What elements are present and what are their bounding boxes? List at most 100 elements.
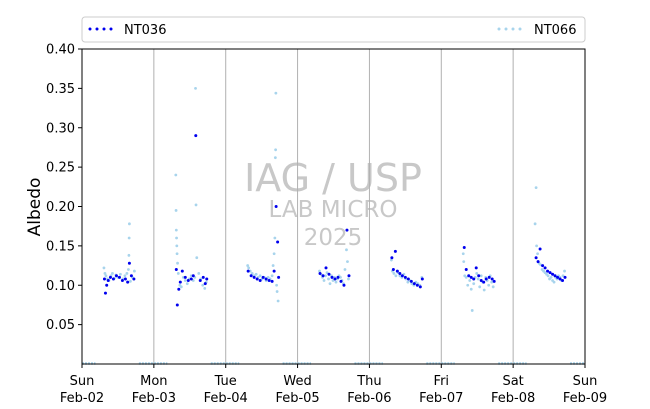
data-point	[406, 280, 410, 284]
data-point	[119, 272, 122, 276]
data-point	[556, 275, 560, 279]
data-point	[406, 277, 410, 281]
data-point	[273, 156, 277, 160]
data-point	[195, 256, 199, 260]
data-point	[277, 275, 281, 279]
data-point	[345, 248, 348, 252]
data-point	[333, 277, 337, 281]
data-point	[106, 279, 110, 283]
x-tick-label: Mon	[140, 374, 167, 389]
data-point	[462, 260, 466, 264]
data-point	[487, 275, 491, 279]
data-point	[484, 277, 488, 281]
y-tick-label: 0.15	[46, 239, 75, 254]
data-point	[102, 277, 106, 281]
x-tick-label: Sat	[502, 374, 523, 389]
data-point	[538, 247, 542, 251]
data-point	[249, 274, 253, 278]
data-point	[548, 271, 552, 275]
data-point	[472, 277, 476, 281]
data-point	[472, 282, 476, 286]
data-point	[403, 275, 407, 279]
data-point	[175, 303, 179, 307]
legend-marker-nt036	[88, 27, 113, 31]
data-point	[252, 275, 256, 279]
y-tick-label: 0.25	[46, 161, 75, 176]
data-point	[258, 274, 262, 278]
data-point	[270, 279, 274, 283]
data-point	[477, 274, 481, 278]
data-point	[104, 274, 108, 278]
x-axis: Sun Feb-02 Mon Feb-03 Tue Feb-04 Wed Feb-05 Thu F…	[60, 364, 607, 406]
x-tick-label: Feb-08	[491, 391, 535, 406]
data-point	[198, 279, 202, 283]
data-point	[552, 280, 556, 284]
data-point	[267, 279, 271, 283]
x-tick-label: Wed	[283, 374, 311, 389]
data-point	[398, 271, 402, 275]
y-axis-title: Albedo	[25, 178, 45, 237]
data-point	[336, 275, 340, 279]
data-point	[558, 277, 562, 281]
data-point	[261, 275, 265, 279]
data-point	[343, 268, 347, 271]
data-point	[123, 274, 127, 278]
data-point	[464, 268, 468, 271]
data-point	[194, 86, 197, 90]
x-tick-label: Sun	[70, 374, 95, 389]
y-tick-label: 0.05	[46, 318, 75, 333]
data-point	[318, 269, 321, 273]
data-point	[330, 275, 334, 279]
x-tick-label: Thu	[356, 374, 381, 389]
data-point	[322, 279, 326, 282]
data-point	[255, 277, 259, 281]
data-point	[395, 269, 399, 273]
data-point	[111, 277, 115, 281]
data-point	[266, 275, 270, 279]
data-point	[254, 272, 258, 276]
x-tick-label: Feb-03	[132, 391, 176, 406]
data-point	[191, 279, 195, 282]
data-point	[462, 245, 466, 249]
data-point	[561, 279, 565, 283]
data-point	[321, 274, 325, 278]
data-point	[467, 274, 471, 278]
data-point	[469, 287, 473, 291]
y-tick-label: 0.20	[46, 200, 75, 215]
data-point	[541, 264, 545, 268]
data-point	[174, 209, 178, 212]
data-point	[186, 279, 190, 283]
data-point	[563, 275, 567, 279]
data-point	[127, 253, 131, 257]
data-point	[117, 275, 121, 279]
data-point	[127, 236, 131, 240]
data-point	[347, 277, 350, 281]
data-point	[339, 275, 342, 279]
data-point	[469, 275, 473, 279]
data-point	[347, 274, 351, 278]
data-point	[176, 272, 180, 275]
data-point	[203, 282, 207, 286]
data-point	[549, 275, 553, 279]
y-axis: 0.05 0.10 0.15 0.20 0.25 0.30 0.35 0.40	[46, 43, 82, 333]
data-point	[103, 291, 107, 295]
data-point	[126, 280, 130, 284]
data-point	[174, 268, 178, 271]
data-point	[176, 261, 179, 265]
data-point	[346, 260, 349, 264]
data-point	[470, 309, 474, 312]
x-tick-label: Feb-05	[275, 391, 319, 406]
legend-label-nt066: NT066	[534, 23, 576, 38]
data-point	[276, 240, 280, 244]
data-point	[561, 274, 565, 278]
data-point	[105, 283, 109, 287]
data-point	[534, 256, 538, 260]
data-point	[478, 285, 482, 289]
data-point	[492, 279, 496, 283]
data-point	[103, 272, 107, 275]
data-point	[132, 269, 136, 273]
data-point	[324, 266, 328, 270]
data-point	[390, 256, 394, 260]
y-tick-label: 0.35	[46, 82, 75, 97]
